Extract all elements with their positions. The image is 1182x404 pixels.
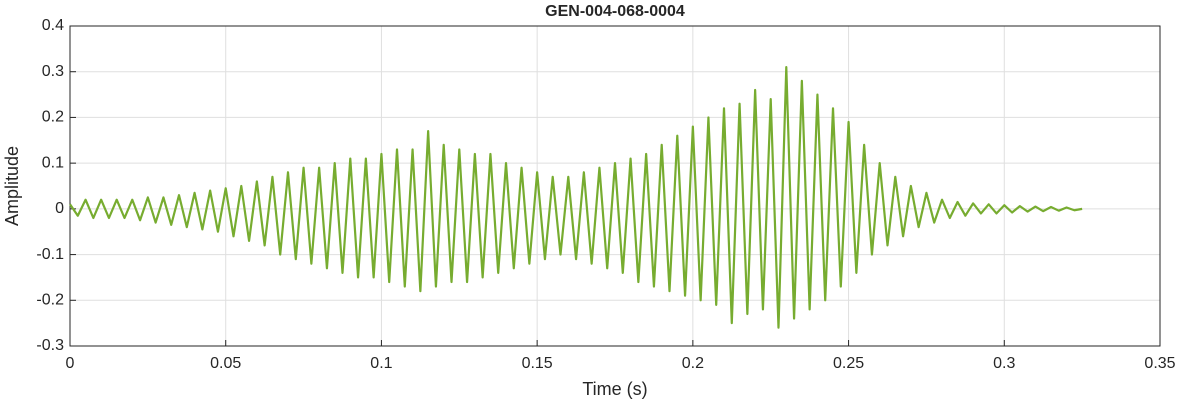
y-tick-label: 0.2	[42, 109, 64, 126]
y-tick-label: 0.1	[42, 154, 64, 171]
x-tick-label: 0.3	[993, 355, 1015, 372]
x-axis-label: Time (s)	[582, 379, 647, 399]
x-tick-label: 0	[66, 355, 75, 372]
plot-frame	[69, 25, 1161, 347]
chart-title: GEN-004-068-0004	[545, 3, 685, 20]
y-tick-label: -0.3	[36, 337, 64, 354]
y-tick-label: -0.1	[36, 246, 64, 263]
x-tick-label: 0.1	[370, 355, 392, 372]
x-tick-label: 0.35	[1144, 355, 1175, 372]
x-tick-label: 0.25	[833, 355, 864, 372]
y-tick-label: 0.3	[42, 63, 64, 80]
y-tick-label: 0	[55, 200, 64, 217]
y-tick-label: 0.4	[42, 17, 64, 34]
x-tick-label: 0.15	[522, 355, 553, 372]
y-tick-label: -0.2	[36, 292, 64, 309]
waveform-line	[69, 66, 1083, 329]
y-axis-label: Amplitude	[2, 146, 22, 226]
x-tick-label: 0.2	[682, 355, 704, 372]
x-tick-label: 0.05	[210, 355, 241, 372]
